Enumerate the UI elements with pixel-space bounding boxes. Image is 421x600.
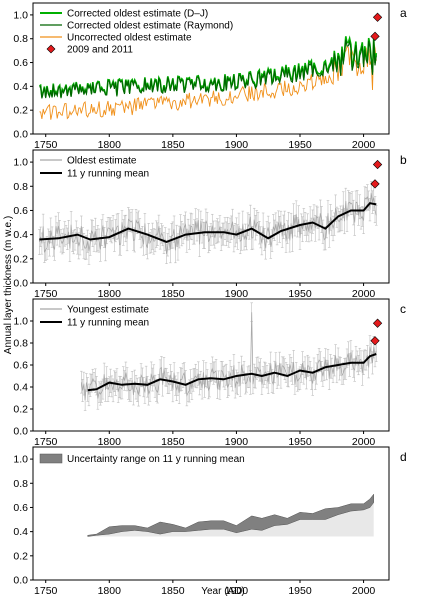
x-tick-label-b: 1950 (288, 288, 312, 300)
legend-label: Youngest estimate (67, 305, 149, 316)
legend-label: 11 y running mean (67, 169, 149, 180)
series-line-uncorrected (39, 42, 377, 120)
x-tick-label-c: 1900 (225, 436, 249, 448)
x-tick-label-d: 2000 (352, 585, 376, 597)
marker-b (372, 159, 383, 170)
y-tick-label-a: 0.0 (13, 129, 28, 141)
y-tick-label-c: 0.6 (13, 360, 28, 372)
marker-2009-2011 (372, 12, 383, 22)
x-tick-label-b: 1800 (98, 288, 122, 300)
y-tick-label-d: 0.2 (13, 550, 28, 562)
running-mean-b (39, 202, 377, 243)
y-tick-label-c: 0.4 (13, 382, 28, 394)
x-tick-label-b: 1750 (34, 288, 58, 300)
running-mean-c (87, 353, 377, 392)
x-tick-label-b: 1900 (225, 288, 249, 300)
legend-swatch (39, 453, 63, 464)
x-tick-label-a: 1850 (161, 139, 185, 151)
x-tick-label-c: 2000 (352, 436, 376, 448)
plot-area-b (32, 149, 390, 284)
legend-label: Uncertainty range on 11 y running mean (67, 454, 245, 465)
y-tick-label-b: 0.8 (13, 181, 28, 193)
x-tick-label-a: 1800 (98, 139, 122, 151)
panel-letter-a: a (400, 6, 407, 20)
y-tick-label-b: 0.4 (13, 229, 28, 241)
y-tick-label-d: 0.8 (13, 478, 28, 490)
y-tick-label-c: 0.0 (13, 426, 28, 438)
x-tick-label-d: 1850 (161, 585, 185, 597)
x-tick-label-d: 1900 (225, 585, 249, 597)
y-tick-label-c: 0.8 (13, 338, 28, 350)
y-tick-label-a: 1.0 (13, 9, 28, 21)
y-tick-label-b: 1.0 (13, 157, 28, 169)
y-tick-label-c: 1.0 (13, 316, 28, 328)
legend-label: 11 y running mean (67, 318, 149, 329)
marker-c (370, 336, 380, 346)
y-tick-label-b: 0.0 (13, 278, 28, 290)
annual-series-b (38, 181, 378, 265)
plot-area-d (32, 446, 390, 581)
y-tick-label-a: 0.4 (13, 81, 28, 93)
x-tick-label-d: 1750 (34, 585, 58, 597)
uncertainty-band (87, 493, 374, 537)
panel-letter-d: d (400, 450, 407, 464)
y-tick-label-d: 0.0 (13, 575, 28, 587)
marker-b (370, 179, 380, 189)
y-tick-label-d: 1.0 (13, 454, 28, 466)
y-tick-label-d: 0.6 (13, 502, 28, 514)
x-tick-label-a: 1900 (225, 139, 249, 151)
y-axis-label: Annual layer thickness (m w.e.) (3, 216, 14, 354)
x-tick-label-a: 1950 (288, 139, 312, 151)
x-tick-label-a: 1750 (34, 139, 58, 151)
y-tick-label-a: 0.6 (13, 57, 28, 69)
legend-label: Oldest estimate (67, 156, 137, 167)
x-axis-label: Year (AD) (201, 586, 245, 597)
x-tick-label-b: 2000 (352, 288, 376, 300)
y-tick-label-d: 0.4 (13, 526, 28, 538)
marker-2009-2011 (370, 31, 380, 41)
x-tick-label-b: 1850 (161, 288, 185, 300)
x-tick-label-d: 1800 (98, 585, 122, 597)
series-line-raymond (39, 39, 377, 99)
y-tick-label-a: 0.8 (13, 33, 28, 45)
legend-label: Corrected oldest estimate (D–J) (67, 9, 208, 20)
y-tick-label-b: 0.2 (13, 253, 28, 265)
y-tick-label-c: 0.2 (13, 404, 28, 416)
x-tick-label-c: 1850 (161, 436, 185, 448)
legend-label: Uncorrected oldest estimate (67, 33, 192, 44)
x-tick-label-d: 1950 (288, 585, 312, 597)
x-tick-label-a: 2000 (352, 139, 376, 151)
legend-label: Corrected oldest estimate (Raymond) (67, 21, 233, 32)
panel-letter-c: c (400, 302, 406, 316)
x-tick-label-c: 1800 (98, 436, 122, 448)
annual-line-b (39, 192, 377, 254)
y-tick-label-b: 0.6 (13, 205, 28, 217)
x-tick-label-c: 1950 (288, 436, 312, 448)
base-area (87, 502, 374, 537)
marker-c (372, 318, 383, 328)
y-tick-label-a: 0.2 (13, 105, 28, 117)
panel-letter-b: b (400, 153, 407, 167)
legend-swatch (46, 44, 56, 54)
x-tick-label-c: 1750 (34, 436, 58, 448)
plot-area-a (32, 2, 390, 135)
legend-label: 2009 and 2011 (67, 45, 133, 56)
